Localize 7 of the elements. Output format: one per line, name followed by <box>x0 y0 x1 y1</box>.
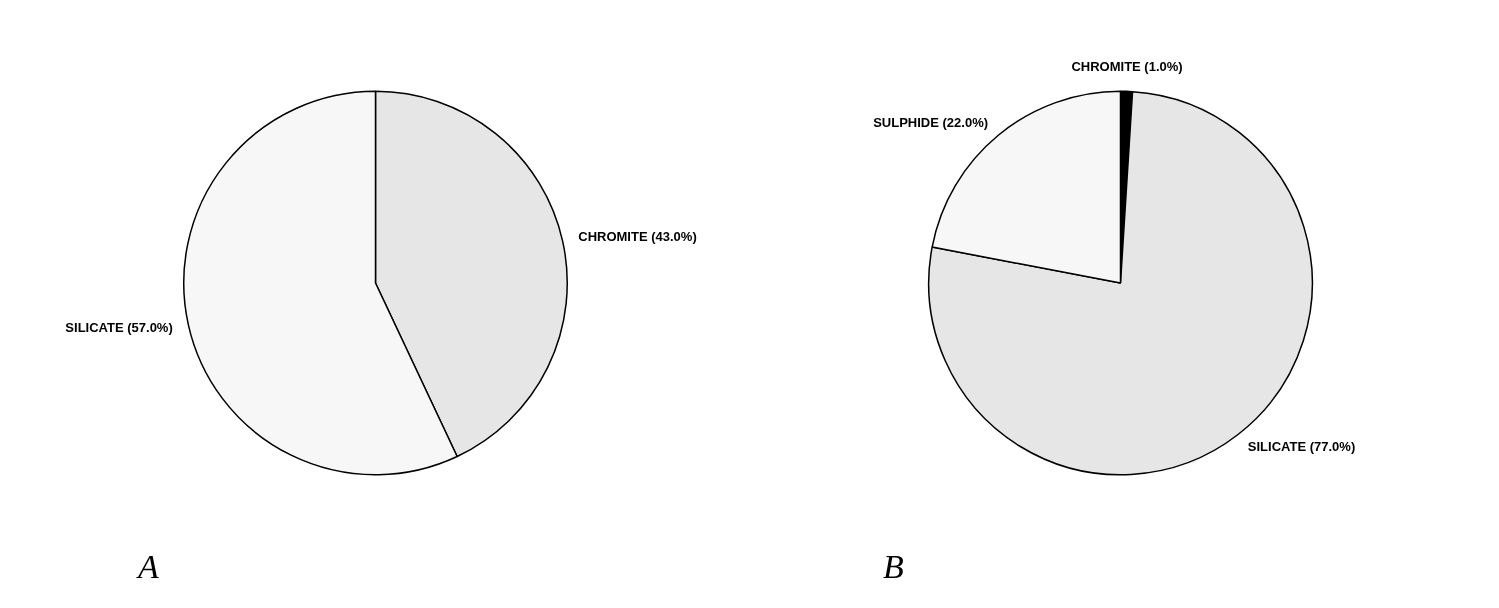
slice-label: SULPHIDE (22.0%) <box>873 114 989 130</box>
slice-label: CHROMITE (1.0%) <box>1071 58 1183 74</box>
text: B <box>882 548 905 586</box>
slice-label: SILICATE (57.0%) <box>65 319 173 335</box>
text: A <box>135 548 160 586</box>
slice-label: CHROMITE (43.0%) <box>578 229 697 245</box>
slice-label: SILICATE (77.0%) <box>1247 438 1356 454</box>
